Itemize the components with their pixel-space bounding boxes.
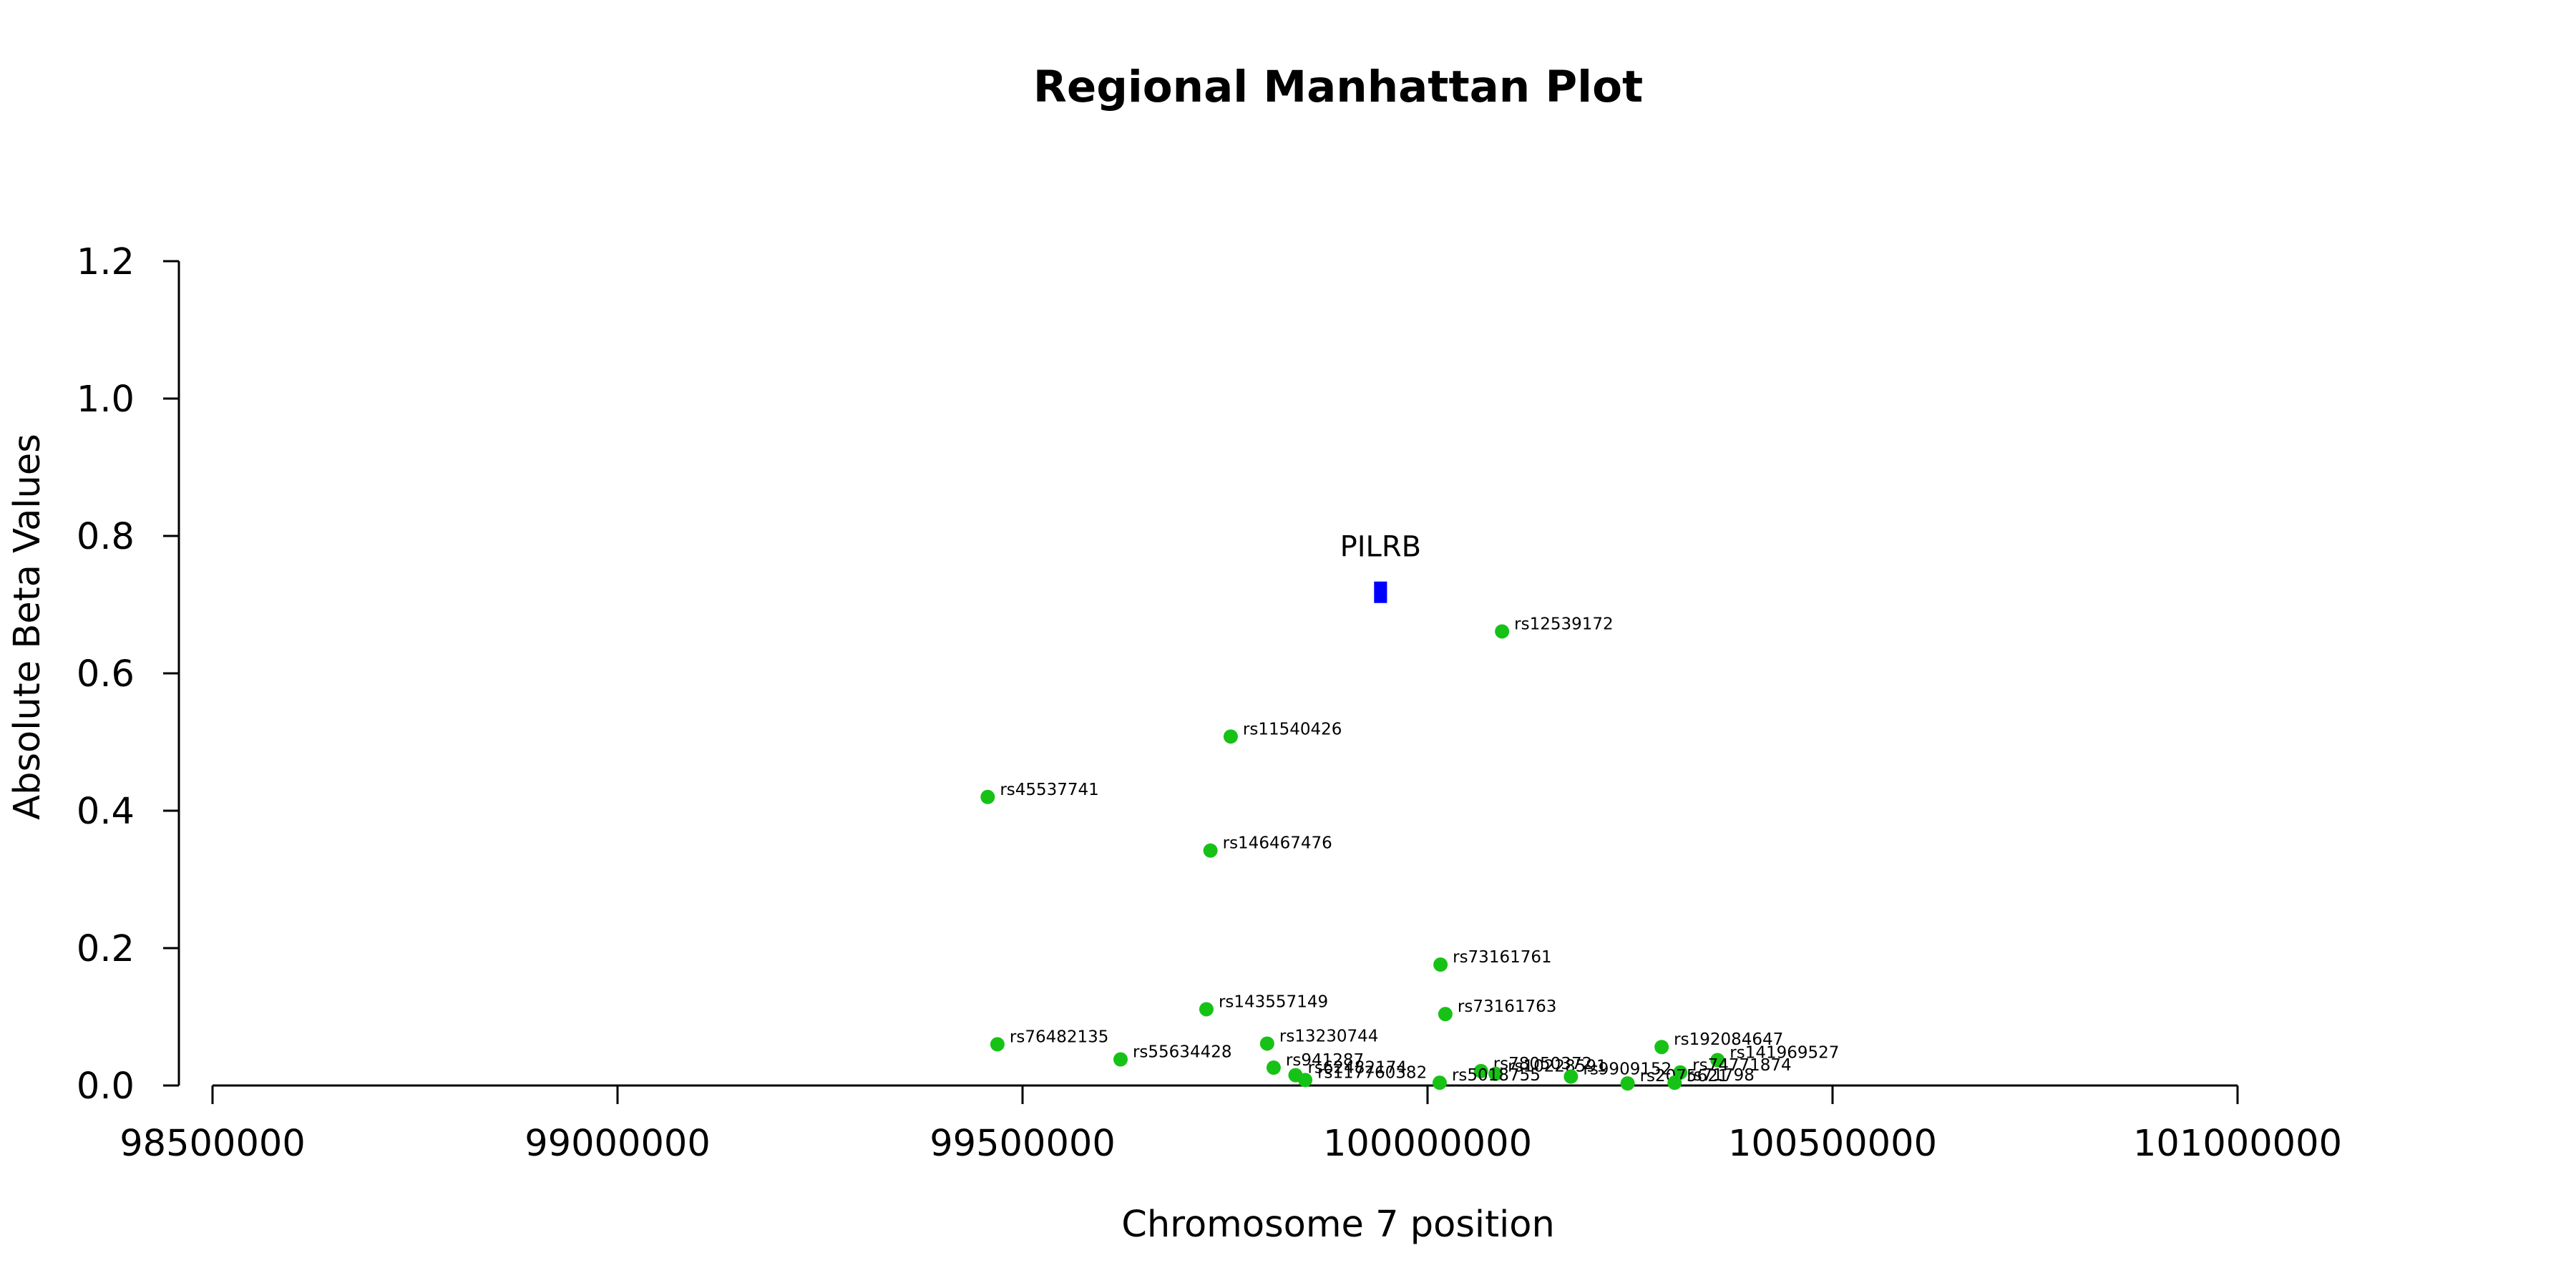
snp-label: rs146467476 xyxy=(1223,834,1332,853)
x-tick-label: 100000000 xyxy=(1323,1123,1532,1165)
point-layer: rs12539172 rs11540426 rs45537741 rs14646747… xyxy=(980,615,1839,1091)
snp-point xyxy=(1113,1052,1128,1067)
snp-label: rs74771874 xyxy=(1692,1056,1792,1075)
snp-label: rs12539172 xyxy=(1514,615,1614,633)
x-tick-label: 101000000 xyxy=(2133,1123,2342,1165)
y-tick-label: 1.2 xyxy=(77,241,135,283)
snp-point xyxy=(1433,957,1448,972)
snp-point xyxy=(1654,1040,1669,1055)
snp-label: rs62482174 xyxy=(1307,1059,1407,1078)
snp-point xyxy=(1563,1069,1579,1084)
gene-layer: PILRB xyxy=(1340,531,1421,603)
snp-label: rs13230744 xyxy=(1279,1027,1379,1045)
snp-label: rs73161763 xyxy=(1458,997,1557,1016)
x-tick-label: 98500000 xyxy=(119,1123,306,1165)
snp-label: rs78050372 xyxy=(1493,1055,1593,1073)
snp-label: rs192084647 xyxy=(1674,1030,1783,1049)
snp-point xyxy=(1298,1073,1313,1088)
snp-point xyxy=(1495,624,1510,639)
snp-point xyxy=(1667,1075,1682,1091)
y-tick-label: 1.0 xyxy=(77,379,135,421)
snp-label: rs11540426 xyxy=(1243,720,1342,738)
snp-point xyxy=(1199,1002,1214,1017)
snp-point xyxy=(980,789,995,804)
snp-label: rs45537741 xyxy=(1000,781,1099,799)
y-tick-label: 0.0 xyxy=(77,1065,135,1108)
gene-label: PILRB xyxy=(1340,531,1421,564)
snp-point xyxy=(1432,1075,1447,1091)
snp-point xyxy=(1473,1063,1488,1078)
y-axis-title: Absolute Beta Values xyxy=(6,434,49,820)
snp-point xyxy=(1259,1036,1274,1051)
x-tick-label: 99500000 xyxy=(930,1123,1116,1165)
chart-title: Regional Manhattan Plot xyxy=(1033,62,1643,112)
snp-label: rs55634428 xyxy=(1133,1043,1232,1062)
snp-point xyxy=(1223,729,1238,744)
snp-point xyxy=(1710,1053,1725,1068)
y-tick-label: 0.8 xyxy=(77,516,135,558)
snp-label: rs117760382 xyxy=(1317,1063,1427,1082)
y-tick-label: 0.6 xyxy=(77,653,135,696)
snp-point xyxy=(1620,1076,1635,1091)
x-tick-label: 99000000 xyxy=(525,1123,711,1165)
y-tick-label: 0.2 xyxy=(77,928,135,970)
snp-point xyxy=(1266,1060,1281,1075)
snp-label: rs71798 xyxy=(1687,1066,1755,1085)
snp-label: rs941287 xyxy=(1286,1051,1364,1070)
snp-label: rs5018755 xyxy=(1452,1066,1541,1085)
snp-point xyxy=(1203,843,1218,858)
y-axis: 0.0 0.2 0.4 0.6 0.8 1.0 1.2 xyxy=(77,241,180,1108)
snp-point xyxy=(1488,1066,1503,1081)
snp-label: rs73161761 xyxy=(1453,948,1552,967)
snp-label: rs141969527 xyxy=(1729,1043,1839,1062)
snp-point xyxy=(1438,1007,1453,1022)
snp-label: rs9909152 xyxy=(1583,1060,1672,1079)
x-tick-label: 100500000 xyxy=(1728,1123,1937,1165)
snp-label: rs10228591 xyxy=(1508,1058,1607,1076)
snp-label: rs2075621 xyxy=(1640,1067,1729,1085)
x-axis-title: Chromosome 7 position xyxy=(1121,1204,1555,1246)
gene-marker xyxy=(1374,581,1387,603)
snp-label: rs143557149 xyxy=(1219,992,1328,1011)
x-axis: 98500000 99000000 99500000 100000000 1005000… xyxy=(119,1084,2342,1165)
snp-label: rs76482135 xyxy=(1010,1028,1109,1046)
snp-point xyxy=(990,1037,1005,1052)
y-tick-label: 0.4 xyxy=(77,791,135,833)
